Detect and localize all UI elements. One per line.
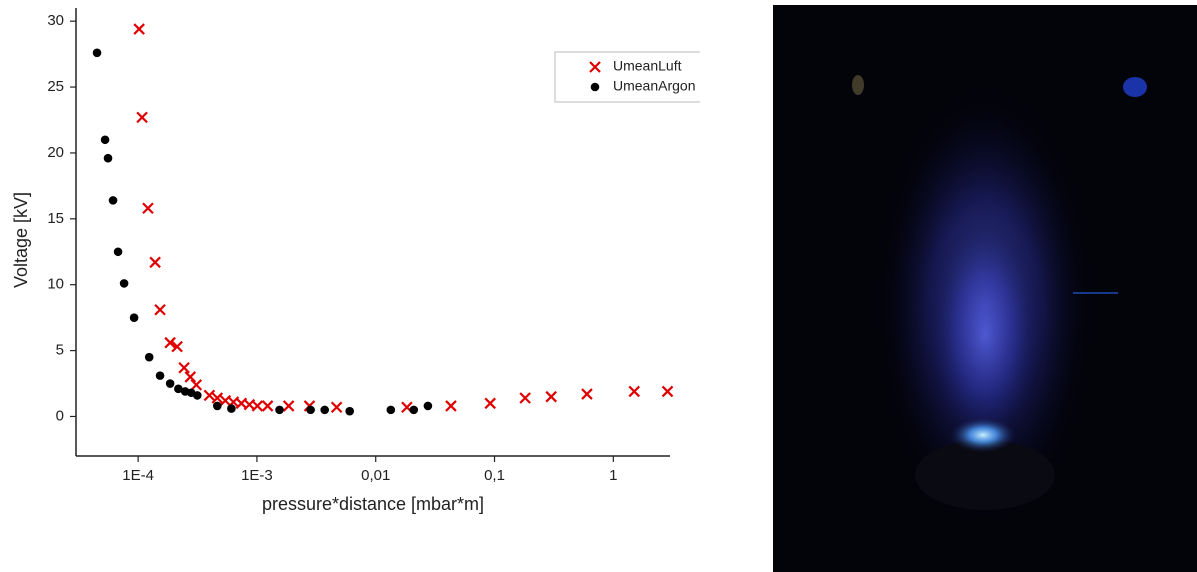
point [133,23,145,35]
point [320,405,329,415]
point [190,379,203,391]
point [282,400,295,412]
x-tick-label: 0,01 [361,467,390,484]
legend-label: UmeanLuft [613,58,682,74]
x-tick-label: 0,1 [484,467,505,484]
point [149,256,161,269]
point [227,404,236,413]
point [581,388,593,400]
point [213,401,222,411]
point [545,390,557,403]
legend-marker [589,61,601,73]
y-tick-label: 0 [56,407,64,424]
y-tick-label: 15 [47,210,64,227]
point [519,392,531,404]
point [423,401,433,411]
point [409,405,419,415]
legend-box [554,51,700,103]
x-tick-label: 1 [609,467,617,484]
point [142,202,154,215]
point [261,400,274,412]
point [484,397,496,410]
y-axis-title: Voltage [kV] [11,192,31,288]
x-tick-label: 1E-4 [122,467,154,484]
y-tick-label: 10 [47,276,64,293]
point [136,111,148,124]
point [251,400,264,412]
photo [773,5,1197,572]
y-tick-label: 20 [47,144,64,161]
point [108,196,118,205]
point [154,303,166,316]
point [211,392,224,404]
legend-label: UmeanArgon [613,78,696,94]
y-tick-label: 5 [56,342,64,359]
legend-marker [590,82,600,92]
point [275,405,284,415]
point [203,389,216,402]
point [445,400,457,412]
point [165,379,175,388]
point [184,371,197,383]
point [193,391,202,400]
point [174,384,183,394]
point [113,247,123,257]
point [119,279,129,288]
point [178,361,190,374]
point [661,385,674,398]
y-tick-label: 25 [47,78,64,95]
y-tick-label: 30 [47,12,64,29]
point [155,371,165,380]
x-tick-label: 1E-3 [241,467,273,484]
chart: pressure*distance [mbar*m] Voltage [kV] … [11,8,700,514]
point [103,153,113,163]
point [386,405,396,415]
point [92,48,102,58]
point [171,340,183,353]
point [144,352,154,362]
point [330,401,343,414]
point [306,405,315,415]
point [164,336,176,349]
point [129,313,139,322]
point [100,135,110,145]
point [628,385,641,398]
x-axis-title: pressure*distance [mbar*m] [262,494,484,514]
point [345,406,355,416]
